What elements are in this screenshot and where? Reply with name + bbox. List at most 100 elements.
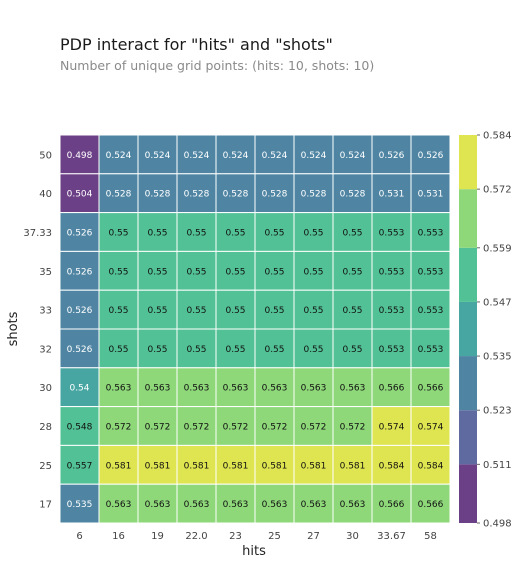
colorbar-tick-label: 0.584 [483, 131, 512, 142]
heatmap-cell [215, 483, 256, 524]
heatmap-cell [176, 212, 217, 252]
heatmap-cell [371, 328, 412, 369]
cell-value-label: 0.563 [301, 384, 327, 394]
cell-value-label: 0.55 [225, 267, 245, 277]
cell-value-label: 0.55 [147, 229, 167, 239]
cell-value-label: 0.581 [340, 461, 366, 471]
cell-value-label: 0.572 [262, 423, 288, 433]
cell-value-label: 0.55 [303, 229, 323, 239]
cell-value-label: 0.54 [69, 384, 89, 394]
y-tick-label: 30 [39, 383, 52, 394]
cell-value-label: 0.572 [301, 423, 327, 433]
cell-value-label: 0.55 [225, 229, 245, 239]
colorbar-segment [459, 356, 477, 411]
cell-value-label: 0.524 [223, 151, 249, 161]
heatmap-cell [371, 483, 412, 524]
cell-value-label: 0.581 [145, 461, 171, 471]
y-tick-label: 17 [39, 500, 52, 511]
heatmap-cell [176, 406, 217, 446]
heatmap-cell [332, 173, 373, 214]
cell-value-label: 0.55 [342, 267, 362, 277]
heatmap-cell [410, 483, 451, 524]
y-tick-label: 37.33 [23, 228, 52, 239]
cell-value-label: 0.526 [67, 229, 93, 239]
heatmap-cell [176, 328, 217, 369]
cell-value-label: 0.524 [262, 151, 288, 161]
x-tick-label: 19 [151, 531, 164, 542]
cell-value-label: 0.553 [418, 306, 444, 316]
heatmap-cell [176, 483, 217, 524]
cell-value-label: 0.55 [303, 345, 323, 355]
colorbar-tick-label: 0.523 [483, 406, 512, 417]
cell-value-label: 0.526 [67, 267, 93, 277]
heatmap-cell [293, 483, 334, 524]
cell-value-label: 0.526 [418, 151, 444, 161]
cell-value-label: 0.563 [145, 500, 171, 510]
cell-value-label: 0.581 [301, 461, 327, 471]
cell-value-label: 0.566 [418, 384, 444, 394]
heatmap-cell [410, 289, 451, 330]
cell-value-label: 0.572 [223, 423, 249, 433]
cell-value-label: 0.55 [186, 229, 206, 239]
y-tick-label: 32 [39, 344, 52, 355]
heatmap-cell [215, 250, 256, 291]
heatmap-cell [332, 406, 373, 446]
x-tick-label: 6 [76, 531, 82, 542]
x-tick-label: 33.67 [377, 531, 406, 542]
cell-value-label: 0.528 [106, 190, 132, 200]
cell-value-label: 0.563 [301, 500, 327, 510]
cell-value-label: 0.581 [184, 461, 210, 471]
cell-value-label: 0.566 [379, 500, 405, 510]
cell-value-label: 0.563 [340, 384, 366, 394]
heatmap-cell [332, 289, 373, 330]
cell-value-label: 0.553 [418, 229, 444, 239]
heatmap-cell [293, 367, 334, 408]
cell-value-label: 0.531 [379, 190, 405, 200]
cell-value-label: 0.531 [418, 190, 444, 200]
cell-value-label: 0.55 [264, 306, 284, 316]
heatmap-cell [410, 367, 451, 408]
cell-value-label: 0.563 [262, 500, 288, 510]
heatmap-cell [293, 406, 334, 446]
heatmap-cell [176, 444, 217, 485]
heatmap-cell [59, 367, 100, 408]
heatmap-cell [137, 289, 178, 330]
heatmap-cell [98, 212, 139, 252]
cell-value-label: 0.548 [67, 423, 93, 433]
heatmap-cell [410, 444, 451, 485]
cell-value-label: 0.563 [145, 384, 171, 394]
heatmap-cell [98, 173, 139, 214]
cell-value-label: 0.526 [379, 151, 405, 161]
heatmap-cell [254, 483, 295, 524]
cell-value-label: 0.581 [262, 461, 288, 471]
colorbar-segment [459, 410, 477, 465]
heatmap-cell [371, 134, 412, 175]
cell-value-label: 0.504 [67, 190, 93, 200]
colorbar-segment [459, 301, 477, 357]
heatmap-cell [410, 250, 451, 291]
heatmap-cell [59, 134, 100, 175]
cell-value-label: 0.524 [184, 151, 210, 161]
heatmap-cell [59, 406, 100, 446]
cell-value-label: 0.55 [303, 306, 323, 316]
colorbar-segment [459, 247, 477, 302]
cell-value-label: 0.55 [108, 345, 128, 355]
cell-value-label: 0.526 [67, 306, 93, 316]
heatmap-cell [410, 212, 451, 252]
y-tick-label: 50 [39, 150, 52, 161]
heatmap-cell [176, 289, 217, 330]
cell-value-label: 0.528 [340, 190, 366, 200]
cell-value-label: 0.528 [301, 190, 327, 200]
cell-value-label: 0.566 [379, 384, 405, 394]
heatmap-cell [59, 173, 100, 214]
heatmap-cell [176, 250, 217, 291]
heatmap-cell [293, 250, 334, 291]
cell-value-label: 0.553 [379, 229, 405, 239]
cell-value-label: 0.55 [108, 229, 128, 239]
cell-value-label: 0.55 [342, 229, 362, 239]
x-tick-label: 23 [229, 531, 242, 542]
x-tick-label: 27 [307, 531, 320, 542]
cell-value-label: 0.572 [184, 423, 210, 433]
cell-value-label: 0.528 [145, 190, 171, 200]
